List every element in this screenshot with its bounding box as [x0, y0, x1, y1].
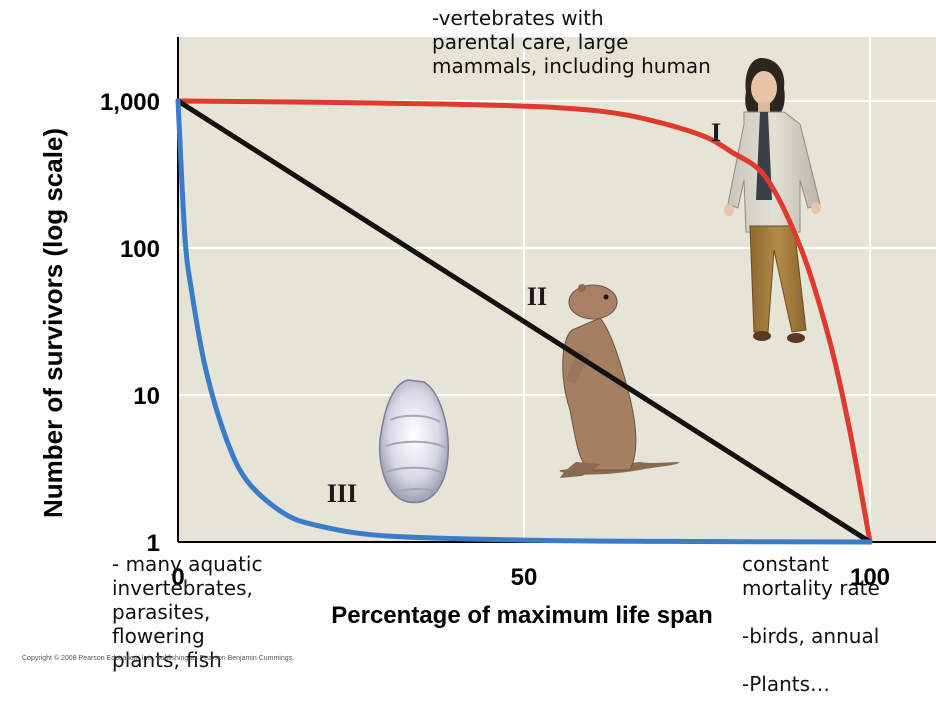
series-line-II [175, 98, 873, 545]
annotation-type2: constant mortality rate -birds, annual -… [742, 552, 880, 696]
series-line-I [175, 98, 873, 545]
y-tick-label: 1 [147, 530, 160, 557]
series-layer [175, 98, 873, 545]
x-tick-label: 0 [171, 564, 184, 591]
woman-illustration [724, 58, 821, 343]
y-tick-label: 10 [133, 383, 160, 410]
oyster-illustration [379, 379, 449, 504]
copyright-text: Copyright © 2008 Pearson Education, Inc.… [22, 655, 295, 662]
y-tick-label: 100 [120, 236, 160, 263]
y-tick-label: 1,000 [100, 89, 160, 116]
annotation-type3: - many aquatic invertebrates, parasites,… [112, 552, 263, 672]
y-axis-label: Number of survivors (log scale) [38, 128, 68, 518]
series-label-II: II [527, 282, 547, 311]
series-label-III: III [327, 479, 357, 508]
x-tick-label: 50 [511, 564, 538, 591]
grid-lines [178, 37, 936, 542]
x-tick-label: 100 [850, 564, 890, 591]
plot-background [178, 37, 936, 542]
x-axis-label: Percentage of maximum life span [331, 602, 712, 629]
annotation-type1: -vertebrates with parental care, large m… [432, 6, 711, 78]
tick-labels: 1 10 100 1,000 0 50 100 [100, 89, 890, 591]
series-line-III [175, 98, 873, 545]
series-label-I: I [711, 118, 721, 147]
